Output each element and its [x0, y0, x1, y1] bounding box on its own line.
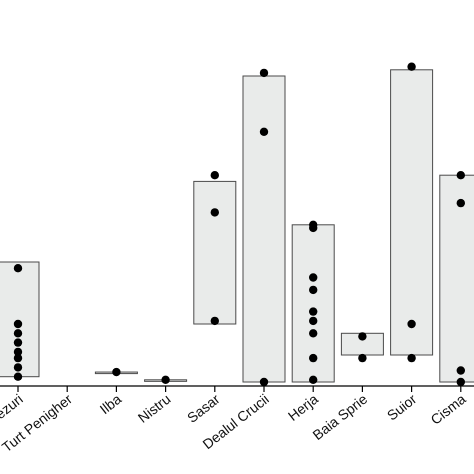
- point-rezuri-4: [13, 347, 23, 357]
- point-herja-4: [309, 307, 318, 316]
- point-dealul-crucii-1: [259, 127, 269, 136]
- point-herja-2: [309, 273, 318, 282]
- point-rezuri-3: [13, 338, 23, 347]
- point-cisma-3: [456, 377, 465, 387]
- x-tick-label-suior: Suior: [384, 391, 420, 424]
- point-rezuri-6: [13, 363, 23, 372]
- point-dealul-crucii-2: [259, 377, 269, 387]
- point-rezuri-0: [13, 264, 23, 273]
- point-baia-sprie-0: [358, 332, 367, 341]
- x-tick-label-herja: Herja: [285, 391, 321, 424]
- range-box-dealul-crucii: [242, 75, 286, 383]
- point-cisma-0: [456, 171, 465, 180]
- point-rezuri-2: [13, 329, 23, 338]
- point-herja-8: [309, 375, 318, 384]
- point-herja-5: [309, 316, 318, 326]
- point-herja-3: [309, 285, 318, 295]
- point-herja-1: [309, 223, 318, 233]
- x-axis-ticks: [17, 386, 462, 392]
- x-tick-label-nistru: Nistru: [135, 391, 174, 426]
- point-baia-sprie-1: [358, 353, 367, 363]
- point-rezuri-1: [13, 319, 23, 329]
- point-ilba-0: [112, 367, 121, 377]
- x-tick-label-sasar: Sasar: [184, 391, 223, 426]
- range-box-sasar: [193, 180, 237, 325]
- x-tick-label-rezuri: Rezuri: [0, 391, 26, 429]
- point-suior-1: [407, 319, 416, 329]
- x-tick-label-baia-sprie: Baia Sprie: [309, 391, 370, 444]
- point-herja-6: [309, 329, 318, 338]
- point-dealul-crucii-0: [259, 68, 269, 78]
- x-tick-label-ilba: Ilba: [97, 391, 125, 418]
- point-cisma-1: [456, 198, 465, 208]
- point-suior-2: [407, 353, 416, 363]
- point-rezuri-5: [13, 353, 23, 363]
- point-rezuri-7: [13, 372, 23, 381]
- point-herja-7: [309, 353, 318, 363]
- x-tick-label-cisma: Cisma: [428, 391, 469, 428]
- point-sasar-2: [210, 316, 219, 326]
- data-points: [13, 62, 465, 387]
- range-box-cisma: [439, 174, 474, 383]
- point-nistru-0: [161, 375, 170, 384]
- point-sasar-0: [210, 171, 219, 180]
- point-cisma-2: [456, 366, 465, 375]
- range-box-suior: [390, 69, 434, 356]
- point-suior-0: [407, 62, 416, 71]
- range-boxes: [0, 69, 474, 383]
- point-sasar-1: [210, 208, 219, 217]
